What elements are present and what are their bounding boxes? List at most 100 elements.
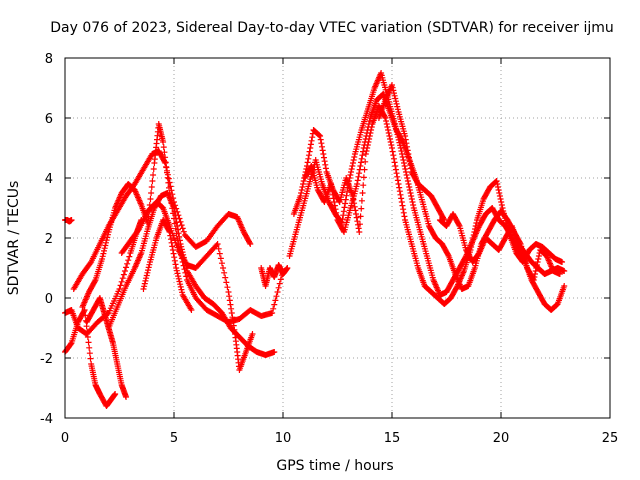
chart-title: Day 076 of 2023, Sidereal Day-to-day VTE… bbox=[50, 20, 614, 36]
data-point bbox=[173, 219, 180, 226]
data-point bbox=[353, 214, 360, 221]
data-point bbox=[329, 191, 336, 198]
data-point bbox=[404, 175, 411, 181]
data-point bbox=[284, 265, 291, 271]
data-point bbox=[141, 283, 148, 290]
data-point bbox=[363, 130, 370, 136]
data-point bbox=[357, 213, 364, 220]
data-point bbox=[228, 305, 235, 312]
data-point bbox=[393, 170, 400, 177]
data-point bbox=[230, 322, 237, 329]
data-point bbox=[213, 242, 220, 249]
data-point bbox=[120, 271, 127, 278]
x-tick-label: 0 bbox=[61, 431, 69, 446]
series-arc7 bbox=[105, 190, 278, 358]
data-point bbox=[305, 155, 312, 162]
data-point bbox=[535, 253, 542, 259]
data-point bbox=[317, 136, 324, 143]
x-tick-label: 20 bbox=[493, 431, 510, 446]
data-point bbox=[561, 283, 568, 289]
data-point bbox=[468, 244, 475, 250]
data-point bbox=[406, 187, 413, 193]
series-arc4 bbox=[70, 148, 254, 292]
data-point bbox=[347, 172, 354, 178]
data-point bbox=[341, 204, 348, 211]
data-point bbox=[348, 169, 355, 175]
data-point bbox=[497, 196, 504, 202]
data-point bbox=[396, 188, 403, 195]
data-point bbox=[124, 260, 131, 267]
data-point bbox=[150, 166, 157, 172]
data-point bbox=[218, 260, 225, 267]
data-point bbox=[227, 301, 234, 308]
data-point bbox=[275, 284, 282, 291]
data-point bbox=[171, 257, 178, 264]
data-point bbox=[102, 239, 109, 246]
data-point bbox=[330, 195, 337, 202]
data-points bbox=[62, 70, 568, 409]
data-point bbox=[176, 278, 183, 285]
data-point bbox=[332, 206, 339, 213]
data-point bbox=[390, 87, 397, 94]
data-point bbox=[351, 203, 358, 210]
data-point bbox=[125, 257, 132, 264]
series-arc1 bbox=[62, 217, 75, 225]
data-point bbox=[102, 242, 109, 249]
data-point bbox=[495, 187, 502, 193]
data-point bbox=[271, 301, 278, 308]
data-point bbox=[356, 170, 363, 177]
data-point bbox=[142, 277, 149, 284]
data-point bbox=[86, 350, 93, 357]
data-point bbox=[270, 305, 277, 312]
data-point bbox=[389, 148, 396, 155]
data-point bbox=[398, 195, 405, 202]
data-point bbox=[226, 293, 233, 300]
data-point bbox=[404, 143, 411, 150]
data-point bbox=[91, 278, 98, 285]
data-point bbox=[305, 152, 312, 159]
data-point bbox=[148, 190, 155, 196]
data-point bbox=[389, 82, 395, 88]
data-point bbox=[165, 179, 172, 186]
data-point bbox=[408, 196, 415, 202]
data-point bbox=[167, 236, 174, 243]
data-point bbox=[400, 206, 407, 213]
data-point bbox=[140, 286, 147, 292]
data-point bbox=[172, 212, 179, 219]
data-point bbox=[221, 269, 228, 276]
data-point bbox=[328, 184, 335, 191]
data-point bbox=[173, 265, 180, 271]
series-arc14 bbox=[375, 82, 448, 223]
data-point bbox=[101, 245, 108, 252]
data-point bbox=[177, 283, 184, 290]
y-tick-labels: -4 -2 0 2 4 6 8 bbox=[40, 52, 53, 427]
data-point bbox=[340, 208, 347, 215]
data-point bbox=[271, 349, 278, 355]
data-point bbox=[534, 259, 541, 265]
data-point bbox=[402, 133, 409, 139]
data-point bbox=[397, 191, 404, 198]
data-point bbox=[402, 136, 409, 143]
data-point bbox=[406, 154, 413, 161]
data-point bbox=[163, 164, 170, 171]
data-point bbox=[493, 178, 500, 184]
data-point bbox=[145, 267, 152, 274]
data-point bbox=[164, 169, 171, 176]
x-tick-label: 10 bbox=[275, 431, 292, 446]
data-point bbox=[121, 268, 128, 274]
data-point bbox=[392, 163, 399, 169]
data-point bbox=[472, 226, 479, 232]
data-point bbox=[226, 297, 233, 304]
data-point bbox=[394, 173, 401, 180]
x-tick-label: 15 bbox=[384, 431, 401, 446]
y-tick-label: 8 bbox=[45, 52, 53, 67]
data-point bbox=[398, 199, 405, 205]
data-point bbox=[80, 308, 87, 315]
data-point bbox=[171, 205, 177, 211]
data-point bbox=[358, 155, 365, 162]
data-point bbox=[223, 279, 230, 286]
data-point bbox=[361, 142, 368, 148]
data-point bbox=[403, 172, 410, 178]
data-point bbox=[177, 281, 184, 288]
data-point bbox=[390, 152, 397, 159]
